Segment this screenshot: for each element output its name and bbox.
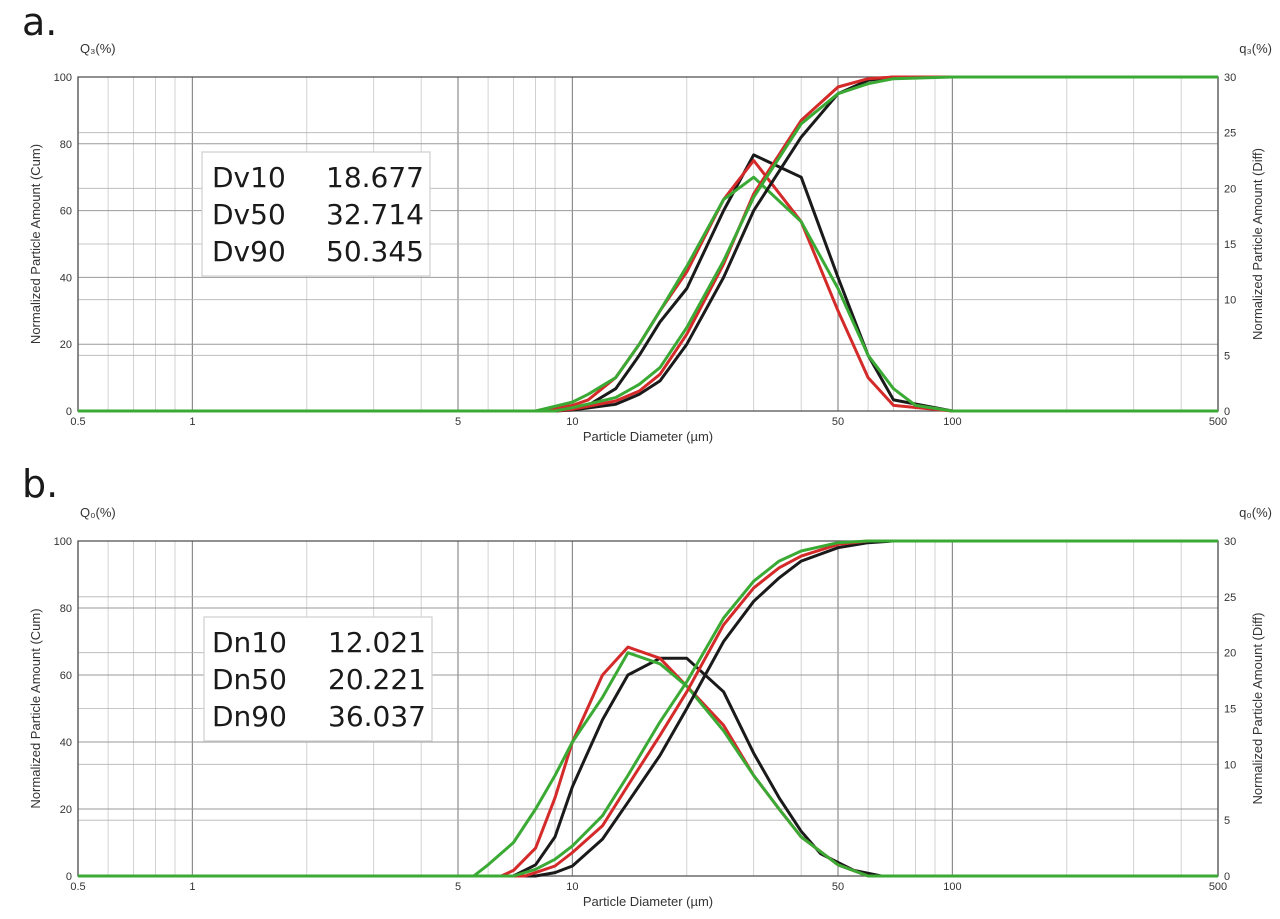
stats-label: Dn90 bbox=[212, 700, 287, 733]
y-left-unit-label: Q₀(%) bbox=[80, 505, 116, 520]
y-right-tick-label: 0 bbox=[1224, 406, 1230, 418]
stats-value: 50.345 bbox=[326, 235, 424, 268]
x-tick-label: 1 bbox=[189, 881, 195, 893]
x-tick-label: 100 bbox=[943, 881, 961, 893]
y-left-tick-label: 20 bbox=[60, 339, 72, 351]
stats-value: 18.677 bbox=[326, 161, 424, 194]
series-line-black-cum bbox=[78, 539, 1218, 878]
series-line-green-cum bbox=[78, 539, 1218, 878]
y-left-tick-label: 40 bbox=[60, 737, 72, 749]
y-left-axis-label: Normalized Particle Amount (Cum) bbox=[28, 144, 43, 344]
panel-label-b: b. bbox=[22, 462, 59, 506]
y-right-tick-label: 5 bbox=[1224, 350, 1230, 362]
y-right-tick-label: 30 bbox=[1224, 536, 1236, 548]
y-left-tick-label: 0 bbox=[66, 406, 72, 418]
plot-frame bbox=[77, 76, 1219, 412]
y-right-tick-label: 0 bbox=[1224, 871, 1230, 883]
stats-box bbox=[203, 616, 433, 742]
x-tick-label: 10 bbox=[566, 881, 578, 893]
y-left-tick-label: 60 bbox=[60, 206, 72, 218]
x-tick-label: 50 bbox=[832, 416, 844, 428]
x-tick-label: 0.5 bbox=[70, 416, 85, 428]
y-left-tick-label: 100 bbox=[54, 72, 72, 84]
stats-value: 20.221 bbox=[328, 663, 426, 696]
panel-label-a: a. bbox=[22, 0, 58, 44]
y-left-tick-label: 80 bbox=[60, 139, 72, 151]
stats-label: Dv10 bbox=[212, 161, 286, 194]
y-right-tick-label: 15 bbox=[1224, 704, 1236, 716]
y-left-tick-label: 0 bbox=[66, 871, 72, 883]
plot-frame bbox=[77, 540, 1219, 877]
series-line-green-diff bbox=[78, 651, 1218, 878]
x-tick-label: 50 bbox=[832, 881, 844, 893]
y-left-tick-label: 80 bbox=[60, 603, 72, 615]
stats-value: 12.021 bbox=[328, 626, 426, 659]
x-tick-label: 500 bbox=[1209, 416, 1227, 428]
x-tick-label: 5 bbox=[455, 881, 461, 893]
x-tick-label: 0.5 bbox=[70, 881, 85, 893]
y-right-unit-label: q₀(%) bbox=[1239, 505, 1272, 520]
y-right-tick-label: 20 bbox=[1224, 648, 1236, 660]
y-left-tick-label: 60 bbox=[60, 670, 72, 682]
series-line-red-cum bbox=[78, 539, 1218, 878]
x-axis-label: Particle Diameter (µm) bbox=[583, 894, 713, 909]
y-left-unit-label: Q₃(%) bbox=[80, 41, 116, 56]
stats-value: 32.714 bbox=[326, 198, 424, 231]
y-right-axis-label: Normalized Particle Amount (Diff) bbox=[1250, 613, 1265, 805]
stats-label: Dv90 bbox=[212, 235, 286, 268]
stats-box bbox=[201, 151, 431, 277]
stats-label: Dn10 bbox=[212, 626, 287, 659]
stats-label: Dn50 bbox=[212, 663, 287, 696]
x-axis-label: Particle Diameter (µm) bbox=[583, 429, 713, 444]
x-tick-label: 10 bbox=[566, 416, 578, 428]
x-tick-label: 5 bbox=[455, 416, 461, 428]
y-right-tick-label: 5 bbox=[1224, 815, 1230, 827]
y-right-tick-label: 10 bbox=[1224, 295, 1236, 307]
x-tick-label: 500 bbox=[1209, 881, 1227, 893]
y-right-tick-label: 20 bbox=[1224, 183, 1236, 195]
y-right-tick-label: 10 bbox=[1224, 759, 1236, 771]
y-right-tick-label: 25 bbox=[1224, 128, 1236, 140]
y-left-tick-label: 100 bbox=[54, 536, 72, 548]
y-right-tick-label: 30 bbox=[1224, 72, 1236, 84]
series-line-green-cum bbox=[78, 75, 1218, 413]
x-tick-label: 1 bbox=[189, 416, 195, 428]
y-left-tick-label: 20 bbox=[60, 804, 72, 816]
series-line-green-diff bbox=[78, 175, 1218, 413]
y-right-tick-label: 25 bbox=[1224, 592, 1236, 604]
y-left-axis-label: Normalized Particle Amount (Cum) bbox=[28, 608, 43, 808]
y-right-unit-label: q₃(%) bbox=[1239, 41, 1272, 56]
y-left-tick-label: 40 bbox=[60, 272, 72, 284]
stats-label: Dv50 bbox=[212, 198, 286, 231]
y-right-axis-label: Normalized Particle Amount (Diff) bbox=[1250, 148, 1265, 340]
y-right-tick-label: 15 bbox=[1224, 239, 1236, 251]
series-line-red-cum bbox=[78, 75, 1218, 413]
x-tick-label: 100 bbox=[943, 416, 961, 428]
stats-value: 36.037 bbox=[328, 700, 426, 733]
